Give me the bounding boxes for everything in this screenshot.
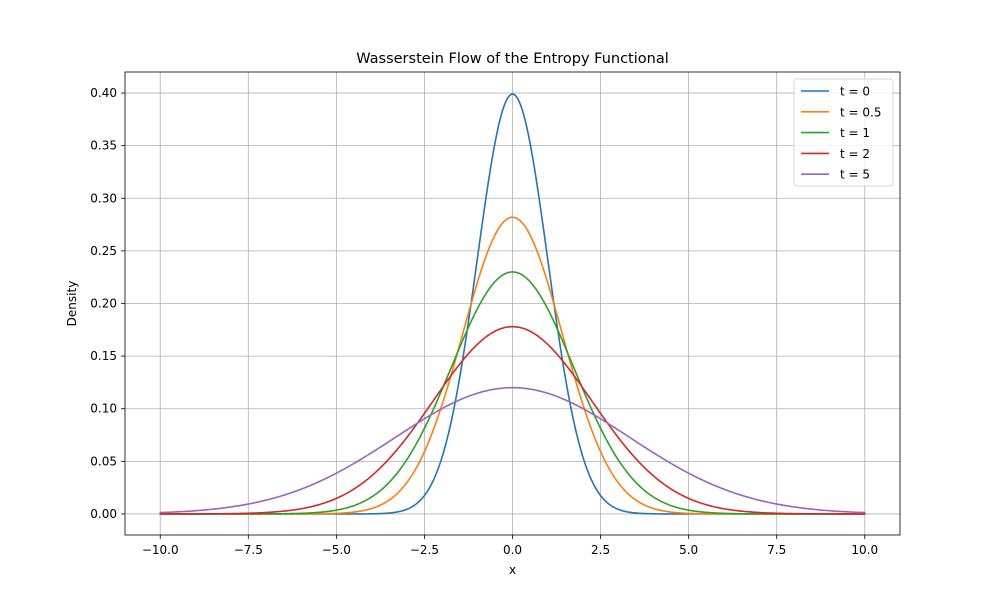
y-tick-label: 0.05 (90, 454, 117, 468)
y-tick-label: 0.35 (90, 139, 117, 153)
y-tick-label: 0.10 (90, 402, 117, 416)
series-line-3 (159, 325, 866, 515)
y-tick-label: 0.30 (90, 191, 117, 205)
legend-box (793, 78, 894, 187)
x-tick-label: −7.5 (234, 543, 263, 557)
x-tick-label: 10.0 (851, 543, 878, 557)
series-lines (159, 93, 866, 515)
y-tick-label: 0.00 (90, 507, 117, 521)
y-axis-label: Density (65, 281, 79, 327)
x-tick-label: 2.5 (591, 543, 610, 557)
series-line-2 (159, 271, 866, 515)
legend-items: t = 0 t = 0.5 t = 1 t = 2 t = 5 (801, 85, 881, 182)
x-tick-label: −10.0 (142, 543, 179, 557)
legend-label: t = 1 (840, 126, 870, 140)
legend-label: t = 0.5 (840, 105, 881, 119)
x-tick-label: 0.0 (503, 543, 522, 557)
y-axis-ticks: 0.00 0.05 0.10 0.15 0.20 0.25 0.30 0.35 0.40 (90, 86, 125, 521)
legend: t = 0 t = 0.5 t = 1 t = 2 t = 5 (793, 78, 894, 187)
y-tick-label: 0.15 (90, 349, 117, 363)
legend-label: t = 2 (840, 147, 870, 161)
x-tick-label: −5.0 (322, 543, 351, 557)
x-axis-ticks: −10.0 −7.5 −5.0 −2.5 0.0 2.5 5.0 7.5 10.0 (142, 535, 878, 557)
chart-title: Wasserstein Flow of the Entropy Function… (356, 51, 669, 67)
x-axis-label: x (509, 563, 516, 577)
y-tick-label: 0.20 (90, 297, 117, 311)
y-tick-label: 0.25 (90, 244, 117, 258)
legend-label: t = 0 (840, 85, 870, 99)
y-tick-label: 0.40 (90, 86, 117, 100)
x-tick-label: 7.5 (767, 543, 786, 557)
x-tick-label: −2.5 (410, 543, 439, 557)
grid (125, 72, 900, 535)
series-line-4 (159, 386, 866, 514)
x-tick-label: 5.0 (679, 543, 698, 557)
legend-label: t = 5 (840, 168, 870, 182)
